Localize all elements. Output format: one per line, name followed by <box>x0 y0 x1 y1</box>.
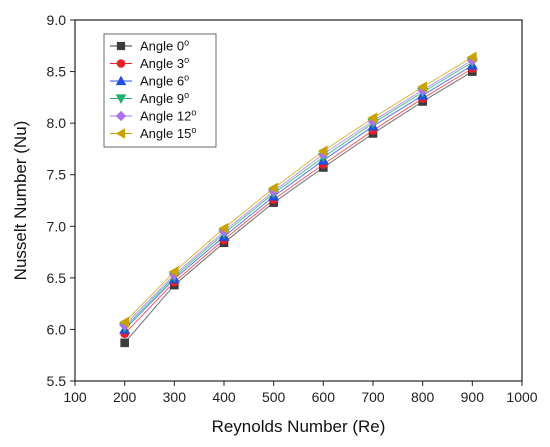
x-axis: 100 200 300 400 500 600 700 800 900 1000 <box>63 381 538 405</box>
series-line <box>124 64 473 330</box>
y-tick-label: 8.5 <box>47 64 67 80</box>
legend-marker <box>115 94 127 104</box>
x-tick-label: 800 <box>411 389 435 405</box>
legend-label: Angle 12o <box>140 108 196 124</box>
y-axis-title: Nusselt Number (Nu) <box>11 121 30 281</box>
legend-item: Angle 12o <box>110 108 196 124</box>
x-tick-label: 100 <box>63 389 87 405</box>
data-point <box>218 222 229 234</box>
x-tick-label: 900 <box>461 389 485 405</box>
legend-label-text: Angle 6 <box>140 74 184 89</box>
legend-label-text: Angle 12 <box>140 109 191 124</box>
x-tick-label: 1000 <box>506 389 537 405</box>
legend-label-superscript: o <box>184 90 189 100</box>
data-point <box>317 145 328 157</box>
x-tick-label: 600 <box>312 389 336 405</box>
data-point <box>417 81 427 93</box>
y-tick-label: 6.0 <box>47 321 67 337</box>
legend-item: Angle 0o <box>110 38 189 54</box>
y-tick-label: 9.0 <box>47 12 67 28</box>
y-tick-label: 5.5 <box>47 373 67 389</box>
legend-label-superscript: o <box>184 55 189 65</box>
x-tick-label: 700 <box>361 389 385 405</box>
x-tick-label: 300 <box>163 389 187 405</box>
legend-item: Angle 9o <box>110 90 189 106</box>
legend-label: Angle 3o <box>140 55 189 71</box>
data-point <box>119 316 129 328</box>
x-tick-label: 200 <box>113 389 137 405</box>
legend-item: Angle 15o <box>110 125 196 141</box>
series-layer <box>119 51 478 348</box>
data-point <box>120 338 129 348</box>
legend-marker <box>115 75 127 86</box>
legend-marker <box>116 59 126 68</box>
series-line <box>124 71 473 344</box>
y-axis: 5.5 6.0 6.5 7.0 7.5 8.0 8.5 9.0 <box>47 12 75 389</box>
y-tick-label: 6.5 <box>47 270 67 286</box>
legend-label: Angle 6o <box>140 73 189 89</box>
legend-marker <box>115 110 127 122</box>
data-point <box>367 112 378 124</box>
legend-label: Angle 15o <box>140 125 196 141</box>
y-tick-label: 7.5 <box>47 167 67 183</box>
legend-marker <box>116 41 126 51</box>
legend-label-text: Angle 0 <box>140 39 184 54</box>
plot-frame <box>74 19 523 382</box>
y-tick-label: 7.0 <box>47 218 67 234</box>
series-line <box>124 68 473 334</box>
legend-label: Angle 0o <box>140 38 189 54</box>
series-angle-15 <box>119 51 477 328</box>
legend-item: Angle 3o <box>110 55 189 71</box>
x-tick-label: 400 <box>212 389 236 405</box>
legend-label: Angle 9o <box>140 90 189 106</box>
legend-label-text: Angle 9 <box>140 91 184 106</box>
series-line <box>124 56 473 323</box>
legend-label-text: Angle 15 <box>140 126 191 141</box>
legend-label-text: Angle 3 <box>140 56 184 71</box>
x-tick-label: 500 <box>262 389 286 405</box>
data-point <box>466 51 477 63</box>
legend-label-superscript: o <box>184 73 189 83</box>
legend-label-superscript: o <box>191 125 196 135</box>
y-tick-label: 8.0 <box>47 115 67 131</box>
legend-item: Angle 6o <box>110 73 189 89</box>
legend-box <box>103 33 217 148</box>
x-axis-title: Reynolds Number (Re) <box>212 417 386 436</box>
data-point <box>168 266 179 278</box>
series-line <box>124 59 473 326</box>
legend-label-superscript: o <box>191 108 196 118</box>
legend-marker <box>115 128 126 139</box>
data-point <box>268 182 278 194</box>
series-line <box>124 61 473 328</box>
legend-label-superscript: o <box>184 38 189 48</box>
